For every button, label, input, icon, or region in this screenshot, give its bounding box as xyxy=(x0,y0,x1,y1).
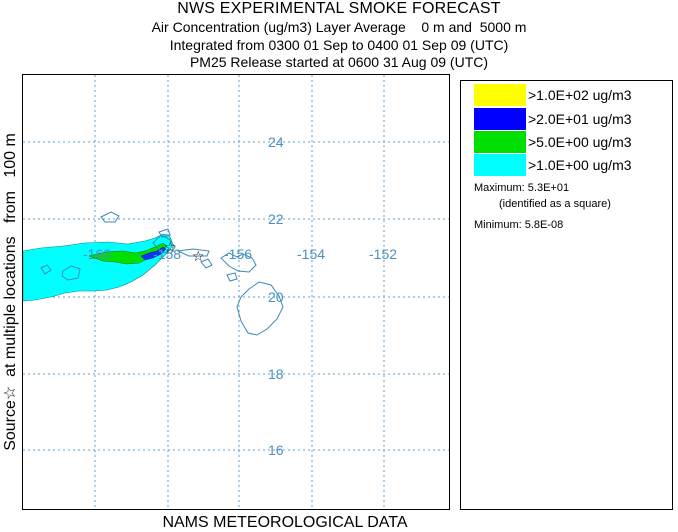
legend-swatch-blue xyxy=(474,108,526,130)
lon-label-158: -158 xyxy=(153,246,181,262)
map-svg: 24 22 20 18 16 -160 -158 -156 -154 -152 … xyxy=(23,75,449,509)
source-marker-star: ☆ xyxy=(164,240,177,256)
lat-label-24: 24 xyxy=(268,134,284,150)
lon-label-154: -154 xyxy=(297,246,325,262)
legend-swatch-green xyxy=(474,131,526,153)
kaula-coast xyxy=(158,228,171,238)
legend-swatch-yellow xyxy=(474,84,526,106)
integration-period: Integrated from 0300 01 Sep to 0400 01 S… xyxy=(169,37,509,53)
hawaii-island-coast xyxy=(236,281,284,336)
maui-coast xyxy=(220,252,257,273)
source-marker-star: ☆ xyxy=(192,249,205,265)
lat-label-18: 18 xyxy=(268,366,284,382)
molokai-coast xyxy=(176,248,210,257)
legend-label: >1.0E+00 ug/m3 xyxy=(528,157,632,173)
niihau-coast xyxy=(40,264,52,275)
data-source-footer: NAMS METEOROLOGICAL DATA xyxy=(162,514,408,531)
kauai-coast xyxy=(61,265,81,281)
legend-label: >5.0E+00 ug/m3 xyxy=(528,134,632,150)
lon-label-156: -156 xyxy=(224,246,252,262)
lon-label-152: -152 xyxy=(369,246,397,262)
lat-label-22: 22 xyxy=(268,211,284,227)
source-markers: ☆ ☆ xyxy=(164,240,205,265)
nihoa-coast xyxy=(100,211,120,223)
lat-label-16: 16 xyxy=(268,442,284,458)
source-label-text: Source☆ at multiple locations from 100 m xyxy=(2,133,19,451)
source-label-vertical: Source☆ at multiple locations from 100 m xyxy=(0,74,20,510)
graticule xyxy=(23,75,449,509)
lon-label-160: -160 xyxy=(83,246,111,262)
maximum-note: (identified as a square) xyxy=(499,198,611,210)
legend-swatch-cyan xyxy=(474,154,526,176)
kahoolawe-coast xyxy=(226,272,238,282)
lat-label-20: 20 xyxy=(268,289,284,305)
legend-panel: >1.0E+02 ug/m3 >2.0E+01 ug/m3 >5.0E+00 u… xyxy=(460,80,673,510)
release-start: PM25 Release started at 0600 31 Aug 09 (… xyxy=(189,54,489,70)
lanai-coast xyxy=(200,258,213,269)
lat-labels: 24 22 20 18 16 xyxy=(268,134,284,458)
minimum-value: Minimum: 5.8E-08 xyxy=(474,219,564,231)
forecast-title: NWS EXPERIMENTAL SMOKE FORECAST xyxy=(177,0,501,17)
legend-label: >2.0E+01 ug/m3 xyxy=(528,111,632,127)
lon-labels: -160 -158 -156 -154 -152 xyxy=(83,246,397,262)
coastlines xyxy=(40,211,284,336)
smoke-plume xyxy=(23,233,174,302)
concentration-description: Air Concentration (ug/m3) Layer Average … xyxy=(151,19,527,35)
plume-cyan-area xyxy=(23,233,174,302)
maximum-value: Maximum: 5.3E+01 xyxy=(474,182,570,194)
smoke-map: 24 22 20 18 16 -160 -158 -156 -154 -152 … xyxy=(22,74,450,510)
legend-label: >1.0E+02 ug/m3 xyxy=(528,87,632,103)
